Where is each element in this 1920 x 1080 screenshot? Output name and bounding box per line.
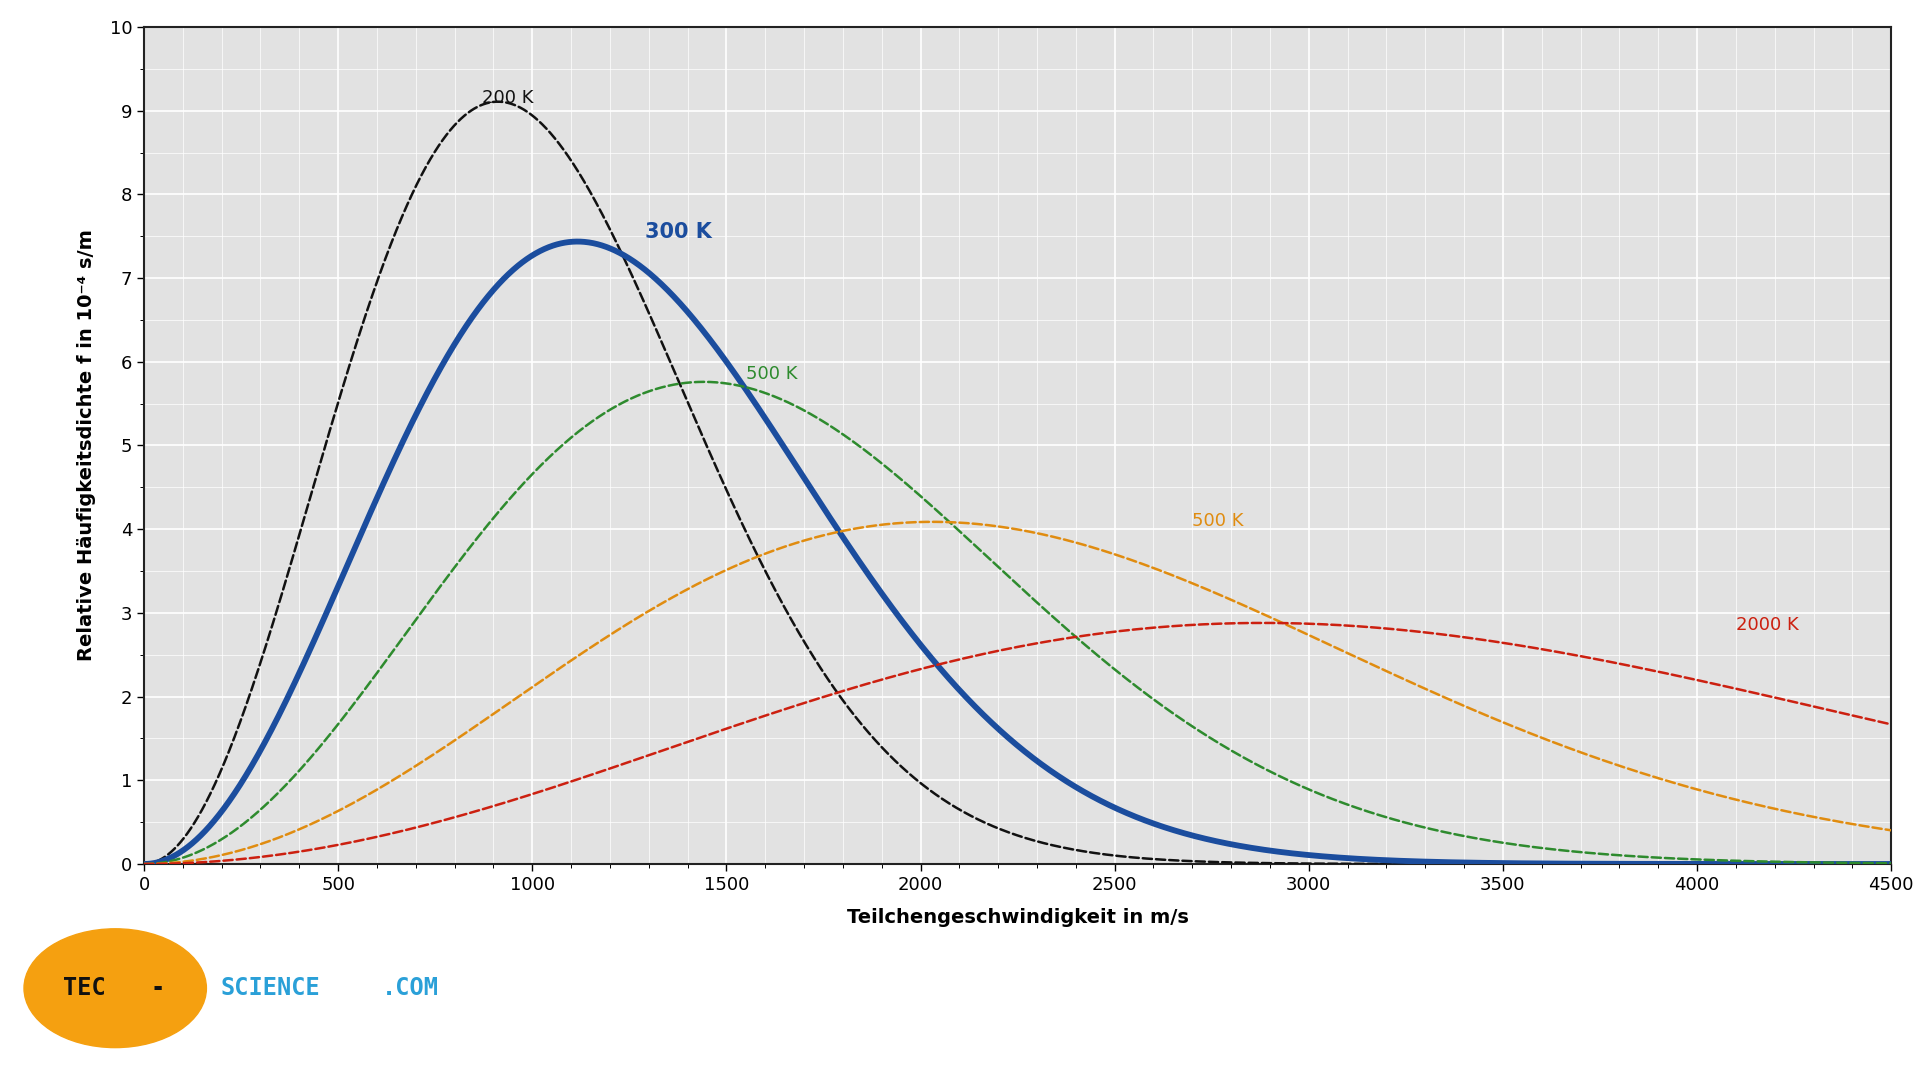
Text: 200 K: 200 K <box>482 90 534 107</box>
Text: 2000 K: 2000 K <box>1736 617 1799 634</box>
X-axis label: Teilchengeschwindigkeit in m/s: Teilchengeschwindigkeit in m/s <box>847 907 1188 927</box>
Text: 300 K: 300 K <box>645 222 712 242</box>
Text: SCIENCE: SCIENCE <box>221 976 321 1000</box>
Text: -: - <box>150 976 165 1000</box>
Text: 500 K: 500 K <box>745 365 797 383</box>
Text: .COM: .COM <box>382 976 440 1000</box>
Text: 500 K: 500 K <box>1192 512 1244 530</box>
Text: TEC: TEC <box>63 976 106 1000</box>
Y-axis label: Relative Häufigkeitsdichte f in 10⁻⁴ s/m: Relative Häufigkeitsdichte f in 10⁻⁴ s/m <box>77 230 96 661</box>
